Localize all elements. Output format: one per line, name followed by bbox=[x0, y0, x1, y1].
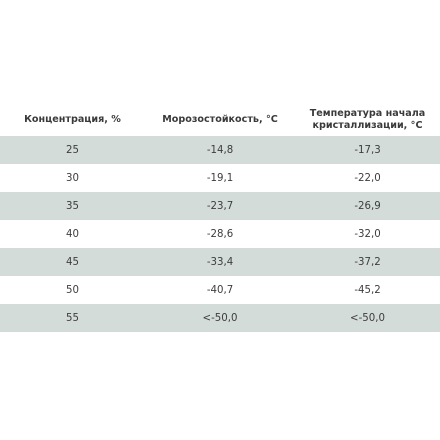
cell-concentration: 45 bbox=[0, 248, 145, 276]
cell-frost-resistance: -19,1 bbox=[145, 164, 295, 192]
cell-crystallization-temp: -45,2 bbox=[295, 276, 440, 304]
cell-crystallization-temp: -37,2 bbox=[295, 248, 440, 276]
cell-frost-resistance: -14,8 bbox=[145, 136, 295, 164]
cell-crystallization-temp: -32,0 bbox=[295, 220, 440, 248]
table-row: 30 -19,1 -22,0 bbox=[0, 164, 440, 192]
table-row: 40 -28,6 -32,0 bbox=[0, 220, 440, 248]
cell-concentration: 25 bbox=[0, 136, 145, 164]
table-row: 55 <-50,0 <-50,0 bbox=[0, 304, 440, 332]
cell-frost-resistance: -28,6 bbox=[145, 220, 295, 248]
table-row: 50 -40,7 -45,2 bbox=[0, 276, 440, 304]
cell-concentration: 30 bbox=[0, 164, 145, 192]
table-row: 35 -23,7 -26,9 bbox=[0, 192, 440, 220]
data-table-container: Концентрация, % Морозостойкость, °С Темп… bbox=[0, 103, 440, 332]
cell-concentration: 55 bbox=[0, 304, 145, 332]
cell-concentration: 35 bbox=[0, 192, 145, 220]
cell-frost-resistance: -33,4 bbox=[145, 248, 295, 276]
cell-crystallization-temp: <-50,0 bbox=[295, 304, 440, 332]
cell-crystallization-temp: -17,3 bbox=[295, 136, 440, 164]
header-concentration: Концентрация, % bbox=[0, 103, 145, 136]
cell-concentration: 40 bbox=[0, 220, 145, 248]
cell-concentration: 50 bbox=[0, 276, 145, 304]
cell-crystallization-temp: -22,0 bbox=[295, 164, 440, 192]
cell-frost-resistance: -40,7 bbox=[145, 276, 295, 304]
cell-frost-resistance: <-50,0 bbox=[145, 304, 295, 332]
antifreeze-properties-table: Концентрация, % Морозостойкость, °С Темп… bbox=[0, 103, 440, 332]
cell-frost-resistance: -23,7 bbox=[145, 192, 295, 220]
table-header-row: Концентрация, % Морозостойкость, °С Темп… bbox=[0, 103, 440, 136]
header-frost-resistance: Морозостойкость, °С bbox=[145, 103, 295, 136]
cell-crystallization-temp: -26,9 bbox=[295, 192, 440, 220]
header-crystallization-temp: Температура начала кристаллизации, °С bbox=[295, 103, 440, 136]
table-row: 25 -14,8 -17,3 bbox=[0, 136, 440, 164]
table-row: 45 -33,4 -37,2 bbox=[0, 248, 440, 276]
